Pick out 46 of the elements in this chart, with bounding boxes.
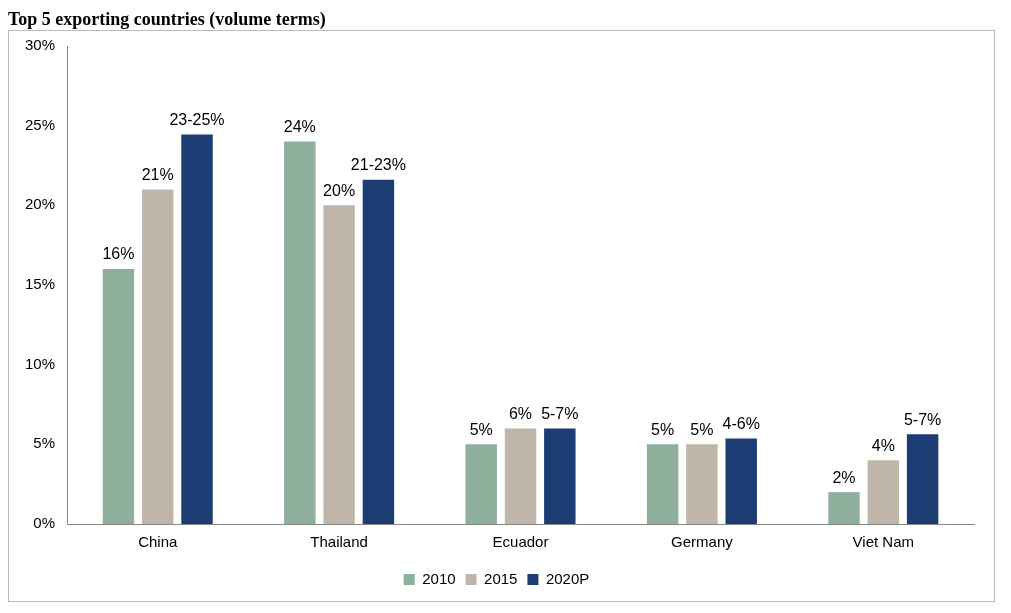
bar <box>102 269 135 524</box>
data-label: 6% <box>508 404 533 422</box>
y-tick-label: 10% <box>24 354 56 372</box>
y-tick-label: 20% <box>24 195 56 213</box>
y-tick-label: 15% <box>24 275 56 293</box>
data-label: 5% <box>651 420 675 438</box>
data-label: 4% <box>871 436 895 454</box>
chart-title: Top 5 exporting countries (volume terms) <box>8 8 327 30</box>
annotation: 23-25% <box>169 110 225 128</box>
data-label: 20% <box>323 181 356 199</box>
bar <box>504 428 537 524</box>
x-tick-label: Ecuador <box>492 533 549 551</box>
bar <box>284 141 316 524</box>
bar <box>646 444 679 524</box>
bar <box>544 428 576 524</box>
y-tick-label: 0% <box>33 514 56 532</box>
annotation: 5-7% <box>903 410 942 428</box>
data-label: 21% <box>141 165 174 183</box>
data-label: 5% <box>469 420 493 438</box>
y-tick-label: 25% <box>24 115 56 133</box>
bar <box>142 189 174 524</box>
bar <box>906 434 939 524</box>
bar <box>181 134 213 524</box>
x-tick-label: Viet Nam <box>852 533 915 551</box>
y-tick-label: 5% <box>33 434 56 452</box>
annotation: 5-7% <box>541 404 579 422</box>
x-tick-label: China <box>138 533 178 551</box>
bar <box>323 205 355 524</box>
data-label: 16% <box>102 245 135 263</box>
bar <box>725 438 757 524</box>
bar <box>828 492 860 524</box>
annotation: 21-23% <box>350 156 406 174</box>
x-tick-label: Germany <box>671 533 734 551</box>
bar <box>686 444 718 524</box>
legend-label: 2010 <box>422 569 456 587</box>
x-tick-label: Thailand <box>310 533 368 551</box>
legend-label: 2020P <box>545 569 590 587</box>
annotation: 4-6% <box>722 415 760 432</box>
data-label: 5% <box>690 420 714 438</box>
bar <box>362 179 395 524</box>
bar <box>465 444 497 524</box>
bar <box>867 460 900 524</box>
legend-label: 2015 <box>484 569 518 587</box>
y-tick-label: 30% <box>24 36 56 54</box>
data-label: 24% <box>283 118 316 136</box>
data-label: 2% <box>832 468 856 486</box>
